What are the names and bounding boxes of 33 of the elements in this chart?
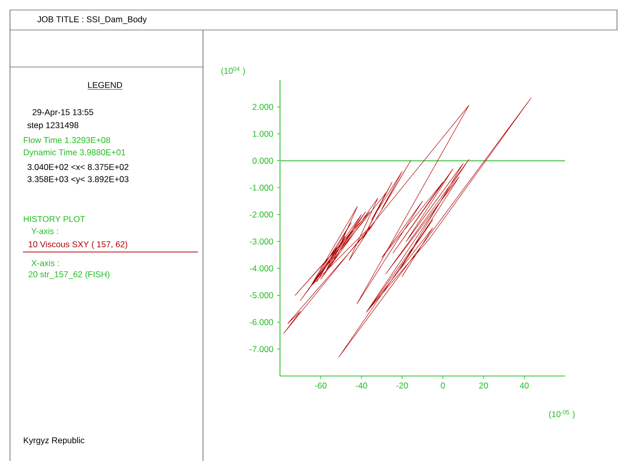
x-axis-title: (10$^{-05}$ ) xyxy=(549,410,575,419)
y-tick-label: -5.000 xyxy=(250,292,274,298)
text: X-axis : xyxy=(31,260,59,266)
text: HISTORY PLOT xyxy=(24,216,86,222)
x-tick-label: 40 xyxy=(520,382,529,389)
text: 29-Apr-15 13:55 xyxy=(32,109,94,117)
y-tick-label: 1.000 xyxy=(252,130,274,137)
text: LEGEND xyxy=(88,82,122,88)
text: Flow Time 1.3293E+08 xyxy=(24,136,110,144)
y-tick-label: 0.000 xyxy=(252,158,274,164)
x-tick-label: 20 xyxy=(479,382,488,389)
text: Kyrgyz Republic xyxy=(24,437,84,445)
y-axis-title: (10$^{04}$ ) xyxy=(221,66,245,76)
x-tick-label: -60 xyxy=(314,382,327,389)
x-tick-label: 0 xyxy=(440,382,445,389)
x-tick-label: -20 xyxy=(396,382,408,389)
text: Y-axis : xyxy=(31,228,58,234)
text: 3.358E+03 <y< 3.892E+03 xyxy=(28,176,128,184)
y-tick-label: 2.000 xyxy=(252,104,274,110)
y-tick-label: -2.000 xyxy=(250,212,274,218)
text: JOB TITLE : SSI_Dam_Body xyxy=(37,16,147,24)
y-tick-label: -7.000 xyxy=(250,346,274,352)
y-tick-label: -1.000 xyxy=(250,184,274,191)
text: step 1231498 xyxy=(27,122,78,130)
y-tick-label: -4.000 xyxy=(250,265,274,272)
y-tick-label: -6.000 xyxy=(250,319,274,326)
text: 20 str_157_62 (FISH) xyxy=(28,271,110,279)
text: Dynamic Time 3.9880E+01 xyxy=(24,149,126,157)
line-series xyxy=(283,98,532,358)
text: 10 Viscous SXY ( 157, 62) xyxy=(28,241,128,249)
x-tick-label: -40 xyxy=(356,382,368,389)
text: 3.040E+02 <x< 8.375E+02 xyxy=(28,164,128,170)
y-tick-label: -3.000 xyxy=(250,238,274,244)
